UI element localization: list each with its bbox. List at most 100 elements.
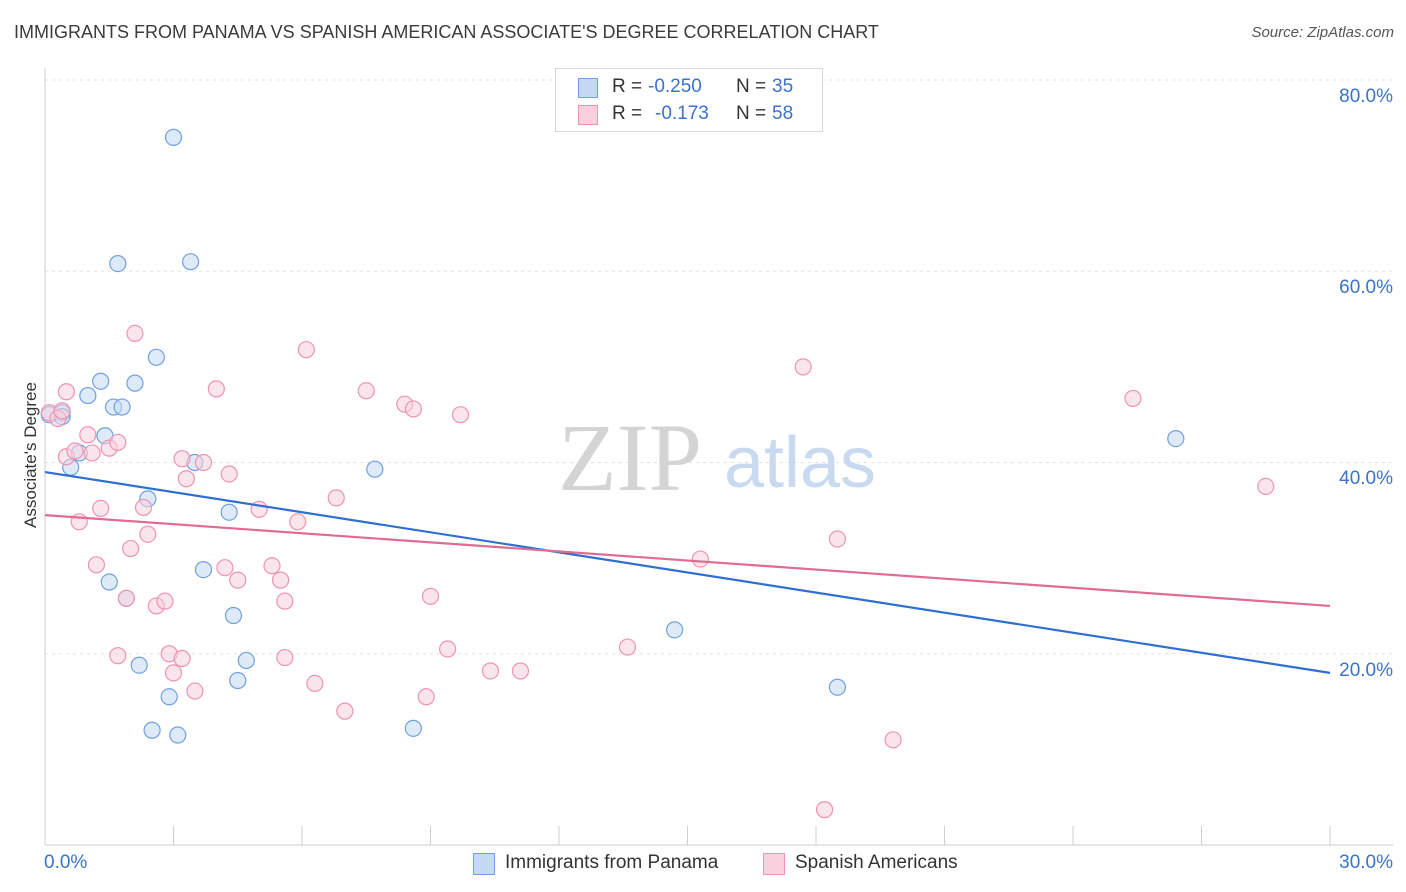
panama-point: [160, 688, 178, 706]
n-label: N =: [736, 76, 767, 97]
panama-point: [828, 678, 847, 696]
panama-point: [130, 656, 148, 674]
spanish-point: [815, 801, 834, 819]
axes: [44, 68, 1393, 846]
panama-point: [126, 374, 144, 392]
blue-swatch: [578, 78, 598, 98]
spanish-point: [139, 525, 157, 543]
panama-point: [366, 460, 384, 478]
correlation-legend: R = -0.250 N = 35 R = -0.173 N = 58: [555, 68, 823, 132]
spanish-point: [53, 402, 71, 420]
legend-label-panama: Immigrants from Panama: [505, 852, 719, 873]
spanish-point: [828, 530, 847, 548]
spanish-point: [618, 638, 637, 656]
spanish-point: [1124, 389, 1142, 408]
spanish-point: [122, 539, 140, 558]
spanish-point: [357, 382, 375, 400]
spanish-point: [306, 674, 324, 692]
spanish-point: [156, 592, 174, 610]
panama-point: [143, 721, 161, 739]
spanish-point: [289, 513, 307, 531]
spanish-point: [884, 731, 902, 749]
panama-point: [164, 128, 183, 146]
watermark: ZIP atlas: [558, 404, 876, 511]
spanish-point: [134, 498, 153, 517]
spanish-point: [92, 499, 110, 517]
panama-point: [1167, 429, 1185, 448]
spanish-point: [451, 406, 470, 424]
spanish-point: [271, 571, 290, 589]
trend-lines: [44, 470, 1331, 674]
watermark-atlas: atlas: [724, 423, 876, 503]
spanish-point: [117, 589, 135, 607]
spanish-point: [417, 688, 435, 706]
panama-point: [109, 255, 127, 273]
spanish-point: [87, 556, 106, 574]
spanish-point: [109, 433, 127, 452]
pink-swatch: [763, 853, 785, 875]
spanish-point: [164, 664, 183, 682]
data-points: [40, 128, 1275, 819]
y-tick-label: 60.0%: [1339, 277, 1393, 298]
spanish-point: [79, 426, 97, 444]
r-value: -0.173: [655, 103, 709, 124]
spanish-point: [1257, 477, 1275, 496]
spanish-point: [83, 444, 101, 462]
spanish-trend-line: [44, 513, 1331, 608]
y-tick-label: 20.0%: [1339, 660, 1393, 681]
spanish-point: [276, 592, 294, 610]
panama-point: [100, 573, 118, 591]
spanish-point: [327, 489, 345, 507]
spanish-point: [186, 682, 204, 700]
spanish-point: [194, 453, 213, 472]
spanish-point: [177, 470, 195, 488]
spanish-point: [421, 587, 440, 605]
panama-point: [194, 560, 213, 579]
spanish-point: [57, 383, 76, 401]
spanish-point: [691, 550, 709, 568]
y-axis-label: Associate's Degree: [21, 382, 40, 528]
panama-trend-line: [44, 470, 1331, 674]
panama-point: [113, 398, 131, 416]
spanish-point: [297, 341, 315, 359]
y-tick-label: 40.0%: [1339, 468, 1393, 489]
spanish-point: [481, 662, 500, 680]
n-value: 58: [772, 103, 794, 124]
spanish-point: [216, 559, 234, 577]
spanish-point: [173, 450, 191, 468]
panama-point: [404, 719, 422, 737]
spanish-point: [276, 648, 294, 667]
spanish-point: [207, 380, 225, 398]
spanish-point: [220, 465, 238, 483]
legend-label-spanish: Spanish Americans: [795, 852, 958, 873]
n-label: N =: [736, 103, 767, 124]
chart-title: IMMIGRANTS FROM PANAMA VS SPANISH AMERIC…: [14, 22, 879, 42]
panama-point: [220, 503, 238, 521]
x-tick-label: 30.0%: [1339, 852, 1393, 873]
r-label: R =: [612, 76, 643, 97]
spanish-point: [336, 702, 354, 720]
r-value: -0.250: [648, 76, 702, 97]
panama-point: [182, 253, 200, 271]
spanish-point: [439, 640, 457, 658]
n-value: 35: [772, 76, 794, 97]
spanish-point: [109, 647, 127, 665]
y-tick-label: 80.0%: [1339, 86, 1393, 107]
x-tick-label: 0.0%: [44, 852, 88, 873]
spanish-point: [263, 557, 281, 575]
spanish-point: [404, 400, 422, 418]
r-label: R =: [612, 103, 643, 124]
spanish-point: [794, 358, 812, 376]
pink-swatch: [578, 105, 598, 125]
spanish-point: [66, 442, 84, 460]
spanish-point: [173, 649, 191, 668]
watermark-zip: ZIP: [558, 404, 702, 511]
source-credit: Source: ZipAtlas.com: [1251, 24, 1394, 41]
panama-point: [169, 726, 187, 744]
panama-point: [147, 348, 165, 366]
spanish-point: [511, 662, 530, 680]
spanish-point: [126, 324, 144, 343]
panama-point: [229, 671, 247, 690]
panama-point: [224, 606, 243, 625]
